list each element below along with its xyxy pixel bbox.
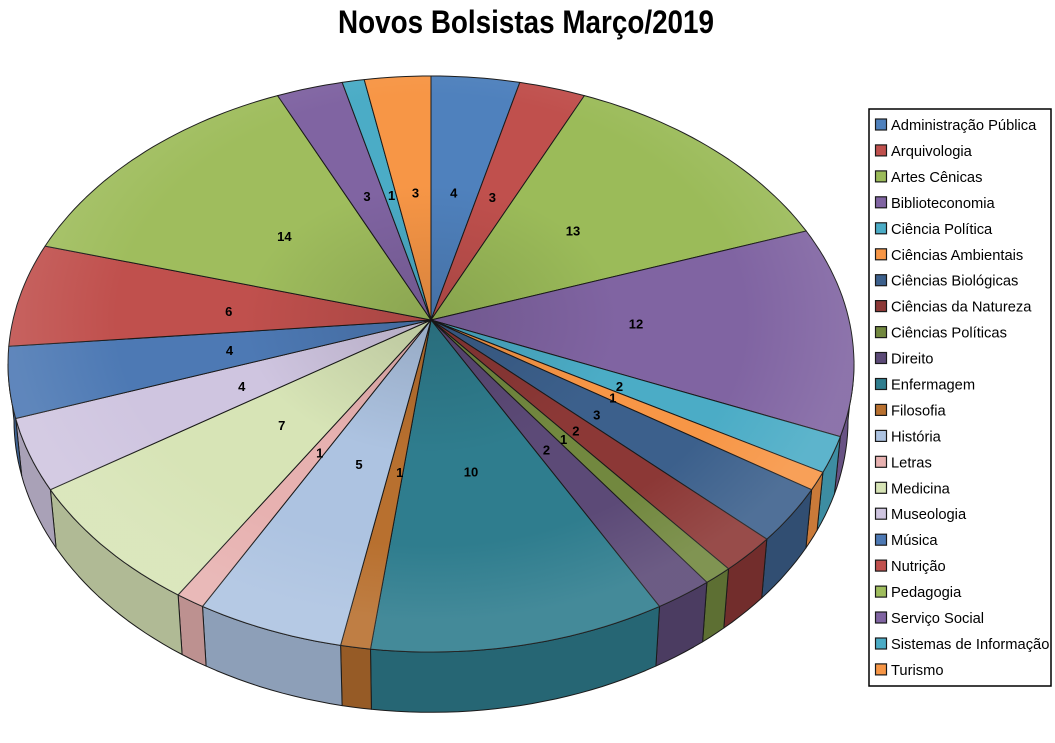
svg-text:12: 12 xyxy=(629,317,643,332)
svg-text:1: 1 xyxy=(560,432,567,447)
svg-text:Museologia: Museologia xyxy=(891,507,967,523)
svg-text:4: 4 xyxy=(238,379,246,394)
svg-text:3: 3 xyxy=(489,190,496,205)
svg-text:Enfermagem: Enfermagem xyxy=(891,378,975,394)
svg-text:7: 7 xyxy=(278,418,285,433)
svg-text:Filosofia: Filosofia xyxy=(891,403,947,419)
svg-text:1: 1 xyxy=(316,446,323,461)
svg-text:História: História xyxy=(891,429,942,445)
svg-text:Medicina: Medicina xyxy=(891,481,951,497)
svg-text:Pedagogia: Pedagogia xyxy=(891,585,962,601)
svg-text:Arquivologia: Arquivologia xyxy=(891,144,973,160)
svg-text:10: 10 xyxy=(464,465,478,480)
svg-text:Ciências Ambientais: Ciências Ambientais xyxy=(891,248,1023,264)
svg-text:Turismo: Turismo xyxy=(891,663,944,679)
svg-text:13: 13 xyxy=(566,224,580,239)
svg-text:1: 1 xyxy=(396,465,403,480)
svg-text:1: 1 xyxy=(609,390,616,405)
svg-text:Ciências Biológicas: Ciências Biológicas xyxy=(891,274,1018,290)
svg-text:Serviço Social: Serviço Social xyxy=(891,611,984,627)
svg-text:3: 3 xyxy=(363,189,370,204)
svg-text:Ciências Políticas: Ciências Políticas xyxy=(891,326,1007,342)
svg-text:5: 5 xyxy=(355,457,362,472)
svg-text:Ciência Política: Ciência Política xyxy=(891,222,993,238)
svg-text:Direito: Direito xyxy=(891,352,933,368)
svg-text:4: 4 xyxy=(226,343,234,358)
svg-text:2: 2 xyxy=(572,424,579,439)
svg-text:Ciências da Natureza: Ciências da Natureza xyxy=(891,300,1032,316)
svg-text:14: 14 xyxy=(277,229,292,244)
svg-text:3: 3 xyxy=(593,408,600,423)
svg-text:Música: Música xyxy=(891,533,938,549)
svg-text:Artes Cênicas: Artes Cênicas xyxy=(891,170,982,186)
svg-text:2: 2 xyxy=(616,379,623,394)
svg-text:Biblioteconomia: Biblioteconomia xyxy=(891,196,996,212)
svg-text:Sistemas de Informação: Sistemas de Informação xyxy=(891,637,1049,653)
svg-text:2: 2 xyxy=(543,443,550,458)
svg-text:Letras: Letras xyxy=(891,455,932,471)
svg-text:Administração Pública: Administração Pública xyxy=(891,118,1037,134)
svg-text:4: 4 xyxy=(450,185,458,200)
svg-text:Novos Bolsistas Março/2019: Novos Bolsistas Março/2019 xyxy=(338,4,714,40)
svg-text:6: 6 xyxy=(225,304,232,319)
svg-text:1: 1 xyxy=(388,188,395,203)
svg-text:Nutrição: Nutrição xyxy=(891,559,946,575)
svg-text:3: 3 xyxy=(412,185,419,200)
